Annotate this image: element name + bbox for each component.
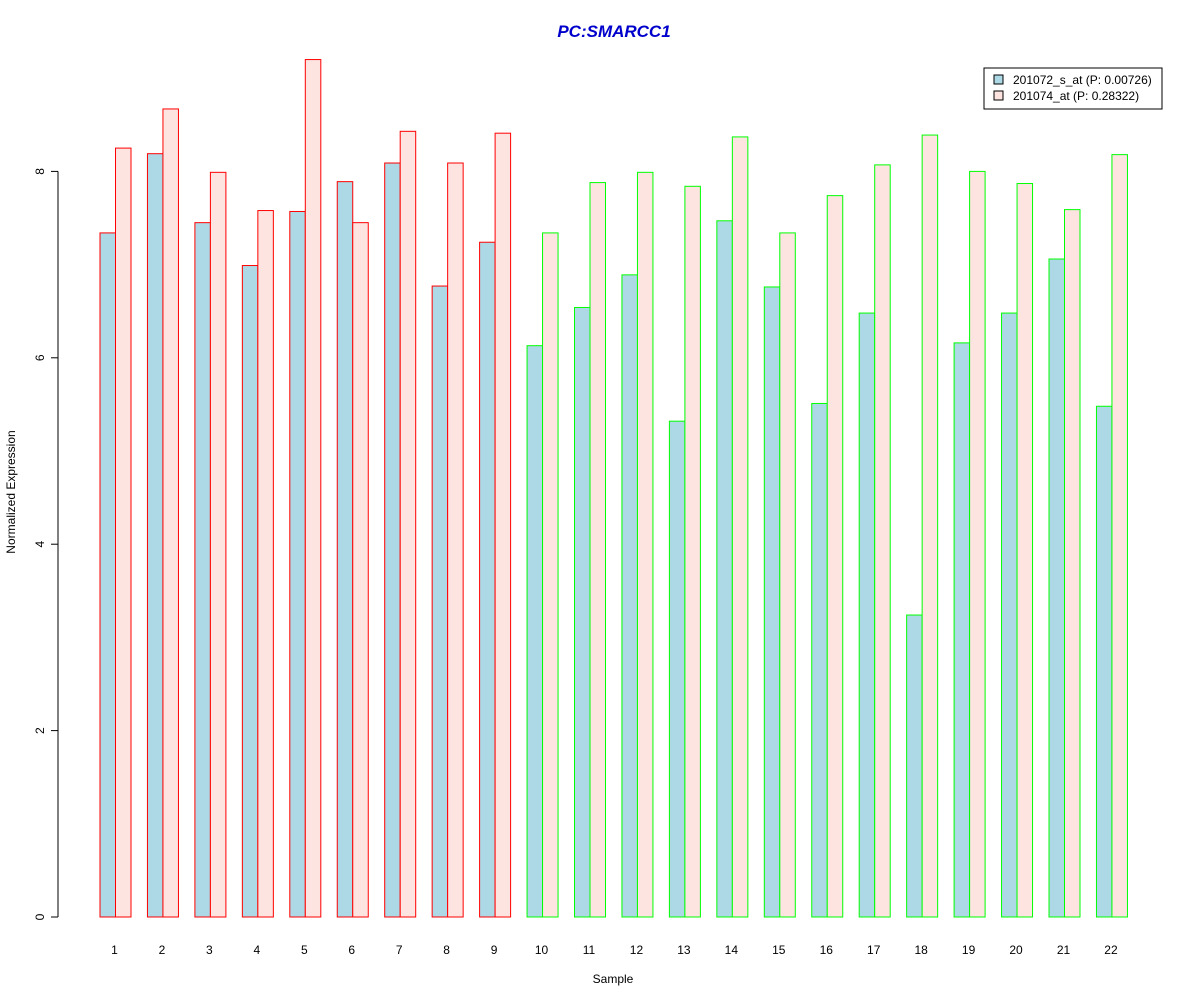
x-tick-label: 21 [1057, 943, 1071, 957]
bar-sample-13-series-2 [684, 185, 701, 918]
bar-sample-21-series-1 [1048, 258, 1065, 918]
x-tick-label: 16 [820, 943, 834, 957]
bar-sample-19-series-2 [969, 170, 986, 918]
legend-label-series-2: 201074_at (P: 0.28322) [1013, 89, 1139, 103]
bar-sample-4-series-1 [241, 265, 259, 918]
bar-sample-12-series-1 [621, 274, 638, 918]
bar-sample-12-series-2 [636, 171, 654, 918]
bar-sample-2-series-2 [162, 108, 179, 918]
bar-sample-6-series-2 [352, 222, 369, 918]
x-tick-label: 9 [491, 943, 498, 957]
bar-sample-9-series-1 [479, 241, 496, 918]
x-tick-label: 4 [254, 943, 261, 957]
bar-sample-7-series-1 [384, 162, 401, 918]
bar-sample-22-series-2 [1111, 154, 1128, 918]
x-tick-label: 12 [630, 943, 644, 957]
y-axis-label: Normalized Expression [4, 430, 18, 553]
bar-sample-14-series-1 [716, 220, 733, 918]
x-tick-label: 11 [583, 943, 596, 957]
x-tick-label: 2 [159, 943, 166, 957]
legend-label-series-1: 201072_s_at (P: 0.00726) [1013, 73, 1152, 87]
bar-sample-16-series-1 [811, 402, 828, 918]
bar-sample-13-series-1 [668, 420, 686, 918]
bar-sample-7-series-2 [399, 130, 417, 918]
chart-title: PC:SMARCC1 [557, 22, 670, 41]
bar-sample-17-series-1 [858, 312, 876, 918]
bar-sample-5-series-2 [304, 59, 322, 918]
y-axis: 0 2 4 6 8 [33, 168, 59, 920]
bar-sample-4-series-2 [257, 210, 274, 918]
y-tick-label: 6 [33, 354, 47, 361]
bar-sample-19-series-1 [953, 342, 971, 918]
x-tick-label: 15 [772, 943, 786, 957]
bar-sample-10-series-1 [526, 345, 544, 918]
bar-sample-15-series-1 [763, 286, 781, 918]
x-tick-label: 22 [1104, 943, 1118, 957]
bar-sample-2-series-1 [146, 153, 164, 918]
bar-sample-15-series-2 [779, 232, 796, 918]
x-tick-label: 17 [867, 943, 881, 957]
y-tick-label: 2 [33, 727, 47, 734]
x-tick-label: 19 [962, 943, 976, 957]
bar-sample-5-series-1 [289, 210, 306, 918]
y-tick-label: 4 [33, 541, 47, 548]
bar-sample-3-series-2 [209, 171, 227, 918]
bar-sample-17-series-2 [874, 164, 891, 918]
legend: 201072_s_at (P: 0.00726) 201074_at (P: 0… [983, 67, 1163, 110]
bar-sample-11-series-1 [574, 306, 591, 918]
x-tick-label: 18 [914, 943, 928, 957]
x-tick-label: 7 [396, 943, 403, 957]
x-tick-label: 13 [677, 943, 691, 957]
bar-sample-3-series-1 [194, 222, 211, 918]
bar-sample-8-series-1 [431, 285, 449, 918]
x-tick-label: 14 [725, 943, 739, 957]
bar-sample-16-series-2 [826, 195, 844, 918]
bar-sample-1-series-1 [99, 232, 116, 918]
bar-sample-8-series-2 [447, 162, 464, 918]
y-tick-label: 8 [33, 168, 47, 175]
x-axis-tick-labels: 1 2 3 4 5 6 7 8 9 10 11 12 13 14 15 16 17 18 19 20 21 22 [111, 943, 1118, 957]
x-tick-label: 1 [111, 943, 118, 957]
x-tick-label: 20 [1009, 943, 1023, 957]
bar-sample-21-series-2 [1064, 209, 1081, 918]
bar-sample-6-series-1 [336, 181, 354, 918]
x-tick-label: 3 [206, 943, 213, 957]
bar-sample-14-series-2 [731, 136, 749, 918]
bar-sample-18-series-1 [906, 614, 923, 918]
legend-swatch-series-1 [993, 74, 1004, 85]
bar-sample-11-series-2 [589, 182, 606, 918]
bar-sample-20-series-1 [1001, 312, 1018, 918]
legend-swatch-series-2 [993, 90, 1004, 101]
bar-sample-9-series-2 [494, 132, 512, 918]
x-tick-label: 10 [535, 943, 549, 957]
x-axis-label: Sample [593, 972, 634, 986]
x-tick-label: 6 [348, 943, 355, 957]
y-tick-label: 0 [33, 913, 47, 920]
x-tick-label: 8 [443, 943, 450, 957]
bar-sample-22-series-1 [1095, 405, 1113, 918]
bar-sample-1-series-2 [115, 147, 132, 918]
bar-sample-20-series-2 [1016, 183, 1034, 918]
bar-sample-18-series-2 [921, 134, 939, 918]
bars-group [99, 59, 1128, 918]
bar-sample-10-series-2 [542, 232, 559, 918]
x-tick-label: 5 [301, 943, 308, 957]
legend-box [983, 67, 1163, 110]
